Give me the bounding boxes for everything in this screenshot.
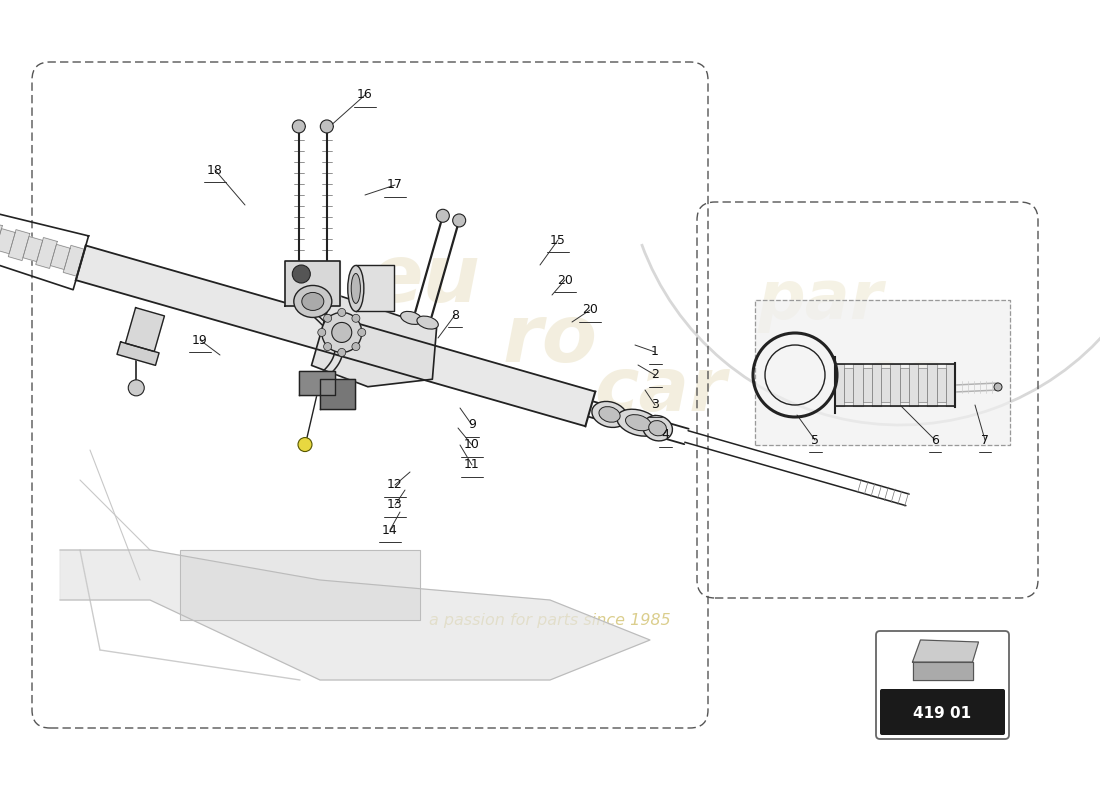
Polygon shape <box>117 342 160 366</box>
Ellipse shape <box>417 316 438 329</box>
Polygon shape <box>913 640 979 662</box>
Circle shape <box>338 349 345 357</box>
Text: 13: 13 <box>387 498 403 511</box>
Polygon shape <box>844 367 854 402</box>
Polygon shape <box>285 262 340 306</box>
Ellipse shape <box>592 402 627 427</box>
Text: 10: 10 <box>464 438 480 451</box>
Polygon shape <box>76 246 595 426</box>
Polygon shape <box>755 300 1010 445</box>
Ellipse shape <box>600 406 620 422</box>
Ellipse shape <box>626 414 651 430</box>
Polygon shape <box>9 230 30 261</box>
Polygon shape <box>180 550 420 620</box>
Polygon shape <box>36 238 57 269</box>
Circle shape <box>453 214 465 227</box>
Polygon shape <box>881 367 890 402</box>
Polygon shape <box>51 244 70 270</box>
Polygon shape <box>927 364 936 406</box>
Polygon shape <box>936 367 946 402</box>
FancyBboxPatch shape <box>880 689 1005 735</box>
Polygon shape <box>0 229 15 254</box>
Polygon shape <box>835 364 844 406</box>
Polygon shape <box>311 294 437 386</box>
Circle shape <box>320 120 333 133</box>
Polygon shape <box>60 550 650 680</box>
Text: 1: 1 <box>651 346 659 358</box>
Polygon shape <box>854 364 862 406</box>
Text: 8: 8 <box>451 309 459 322</box>
Polygon shape <box>913 662 972 680</box>
Text: es: es <box>858 347 943 413</box>
Text: 14: 14 <box>382 523 398 537</box>
Polygon shape <box>355 266 394 311</box>
Circle shape <box>352 342 360 350</box>
Circle shape <box>352 314 360 322</box>
Circle shape <box>298 438 312 451</box>
Polygon shape <box>0 222 2 253</box>
Text: 7: 7 <box>981 434 989 446</box>
Polygon shape <box>900 367 909 402</box>
Polygon shape <box>320 379 354 410</box>
Circle shape <box>323 342 331 350</box>
Polygon shape <box>862 367 872 402</box>
Text: 15: 15 <box>550 234 565 246</box>
Text: 12: 12 <box>387 478 403 491</box>
Circle shape <box>437 210 449 222</box>
Polygon shape <box>23 237 43 262</box>
Polygon shape <box>918 367 927 402</box>
Text: 19: 19 <box>192 334 208 346</box>
Polygon shape <box>64 246 85 276</box>
Text: ro: ro <box>503 301 597 379</box>
Text: a passion for parts since 1985: a passion for parts since 1985 <box>429 613 671 627</box>
Circle shape <box>323 314 331 322</box>
Ellipse shape <box>348 266 364 311</box>
Circle shape <box>994 383 1002 391</box>
Text: par: par <box>757 267 883 333</box>
Ellipse shape <box>400 311 422 325</box>
Text: 20: 20 <box>582 303 598 317</box>
Circle shape <box>318 329 326 337</box>
Text: 20: 20 <box>557 274 573 286</box>
Circle shape <box>293 120 306 133</box>
Text: 16: 16 <box>358 89 373 102</box>
Polygon shape <box>299 370 336 394</box>
Polygon shape <box>890 364 900 406</box>
Polygon shape <box>946 364 955 406</box>
Ellipse shape <box>649 421 667 436</box>
Text: 3: 3 <box>651 398 659 411</box>
Ellipse shape <box>351 274 361 303</box>
Polygon shape <box>909 364 918 406</box>
Text: 17: 17 <box>387 178 403 191</box>
Circle shape <box>338 309 345 317</box>
Polygon shape <box>872 364 881 406</box>
Ellipse shape <box>294 286 332 318</box>
Text: eu: eu <box>368 241 480 319</box>
Circle shape <box>293 265 310 283</box>
Text: 2: 2 <box>651 369 659 382</box>
FancyBboxPatch shape <box>876 631 1009 739</box>
Ellipse shape <box>617 410 660 436</box>
Polygon shape <box>125 308 164 351</box>
Circle shape <box>322 313 362 353</box>
Text: car: car <box>594 354 726 426</box>
Circle shape <box>358 329 366 337</box>
Text: 9: 9 <box>469 418 476 431</box>
Text: 6: 6 <box>931 434 939 446</box>
Circle shape <box>129 380 144 396</box>
Ellipse shape <box>301 293 323 310</box>
Text: 419 01: 419 01 <box>913 706 971 721</box>
Ellipse shape <box>642 415 672 441</box>
Text: 4: 4 <box>661 429 669 442</box>
Text: 18: 18 <box>207 163 223 177</box>
Text: 5: 5 <box>811 434 819 446</box>
Text: 11: 11 <box>464 458 480 471</box>
Circle shape <box>332 322 352 342</box>
